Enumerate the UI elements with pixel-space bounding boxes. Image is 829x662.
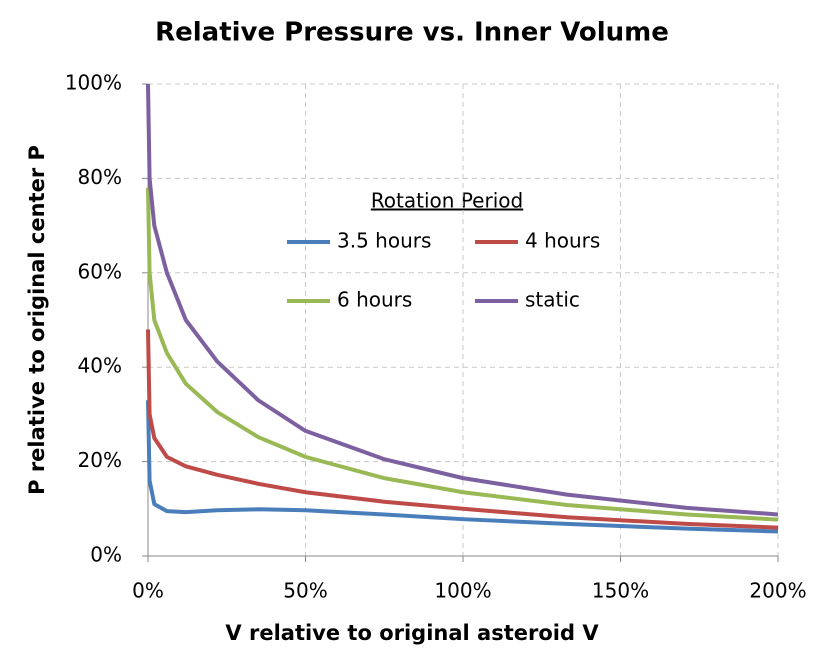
y-tick-label: 40% bbox=[78, 354, 122, 378]
chart-title: Relative Pressure vs. Inner Volume bbox=[155, 18, 669, 48]
x-tick-label: 150% bbox=[592, 579, 649, 603]
legend-label: 6 hours bbox=[337, 288, 412, 312]
x-tick-label: 100% bbox=[434, 579, 491, 603]
legend-label: static bbox=[525, 288, 580, 312]
y-tick-label: 20% bbox=[78, 448, 122, 472]
line-series bbox=[146, 187, 779, 522]
legend-label: 4 hours bbox=[525, 229, 600, 253]
y-tick-label: 0% bbox=[90, 543, 122, 567]
line-series bbox=[146, 400, 779, 534]
y-tick-label: 60% bbox=[78, 259, 122, 283]
line-series bbox=[146, 83, 779, 517]
y-tick-label: 100% bbox=[65, 71, 122, 95]
x-tick-label: 50% bbox=[283, 579, 327, 603]
y-tick-label: 80% bbox=[78, 165, 122, 189]
legend-title: Rotation Period bbox=[371, 189, 523, 213]
x-tick-label: 200% bbox=[749, 579, 806, 603]
x-axis-label: V relative to original asteroid V bbox=[225, 621, 599, 645]
x-tick-label: 0% bbox=[132, 579, 164, 603]
y-axis-label: P relative to original center P bbox=[25, 145, 49, 495]
line-series bbox=[146, 329, 779, 530]
legend-label: 3.5 hours bbox=[337, 229, 431, 253]
